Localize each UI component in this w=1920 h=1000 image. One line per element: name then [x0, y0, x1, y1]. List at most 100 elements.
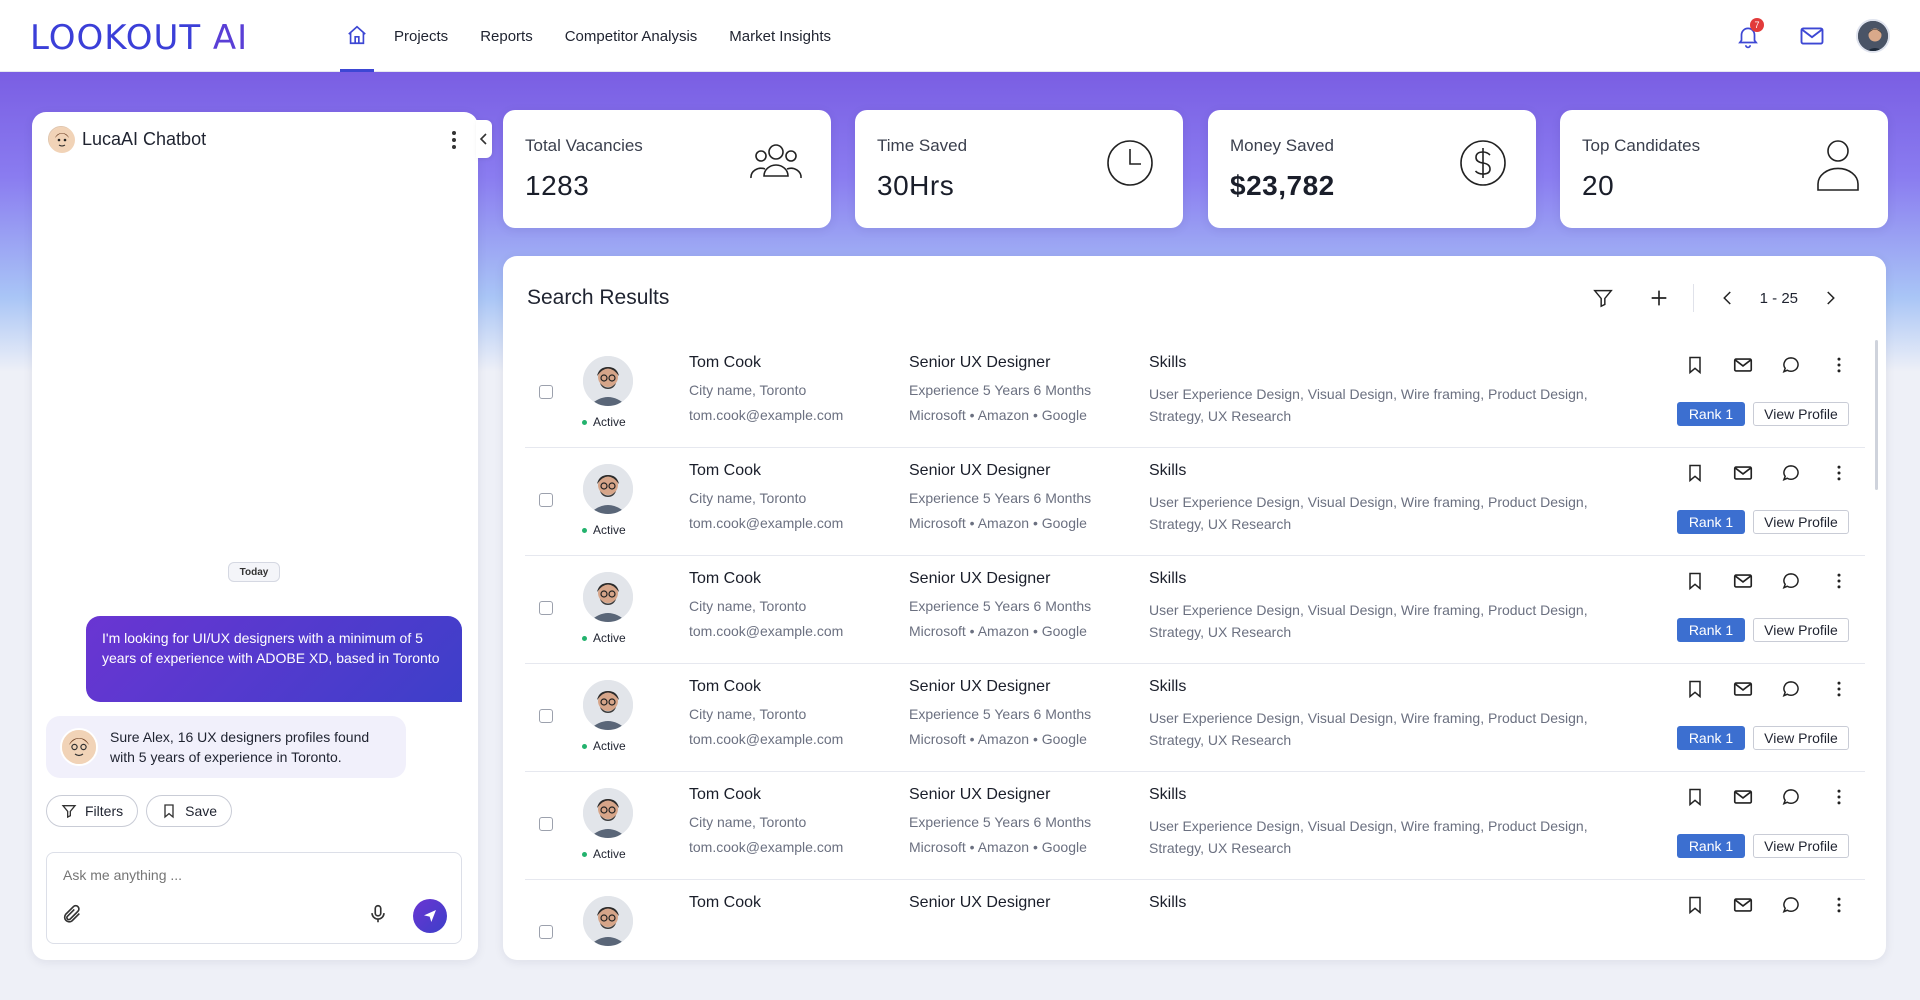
row-checkbox[interactable] — [539, 709, 553, 723]
candidate-email[interactable]: tom.cook@example.com — [689, 407, 844, 423]
results-scrollbar[interactable] — [1875, 340, 1878, 490]
bookmark-button[interactable] — [1675, 782, 1715, 812]
app-logo[interactable]: LOOKOUT AI — [30, 18, 249, 58]
more-options-button[interactable] — [1819, 566, 1859, 596]
save-chip[interactable]: Save — [146, 795, 233, 827]
messages-button[interactable] — [1792, 16, 1832, 56]
attach-button[interactable] — [61, 903, 83, 930]
view-profile-button[interactable]: View Profile — [1753, 510, 1849, 534]
nav-reports[interactable]: Reports — [480, 27, 533, 45]
candidate-email[interactable]: tom.cook@example.com — [689, 623, 844, 639]
nav-competitor-analysis[interactable]: Competitor Analysis — [564, 27, 698, 45]
chat-button[interactable] — [1771, 458, 1811, 488]
bookmark-button[interactable] — [1675, 458, 1715, 488]
bookmark-button[interactable] — [1675, 566, 1715, 596]
candidate-name[interactable]: Tom Cook — [689, 354, 762, 371]
candidate-name[interactable]: Tom Cook — [689, 786, 762, 803]
row-checkbox[interactable] — [539, 493, 553, 507]
chatbot-menu-button[interactable] — [444, 128, 464, 152]
mail-icon — [1733, 358, 1753, 372]
nav-home[interactable] — [340, 0, 374, 72]
send-button[interactable] — [413, 899, 447, 933]
email-button[interactable] — [1723, 782, 1763, 812]
candidate-row: Active Tom Cook City name, Toronto tom.c… — [525, 556, 1865, 664]
filter-icon — [61, 805, 77, 819]
bookmark-button[interactable] — [1675, 674, 1715, 704]
filter-button[interactable] — [1583, 278, 1623, 318]
chat-button[interactable] — [1771, 674, 1811, 704]
candidate-avatar[interactable] — [583, 788, 633, 838]
row-checkbox[interactable] — [539, 385, 553, 399]
view-profile-button[interactable]: View Profile — [1753, 618, 1849, 642]
email-button[interactable] — [1723, 674, 1763, 704]
skills-heading: Skills — [1149, 786, 1187, 803]
candidate-row: Active Tom Cook City name, Toronto tom.c… — [525, 448, 1865, 556]
row-checkbox[interactable] — [539, 601, 553, 615]
candidate-email[interactable]: tom.cook@example.com — [689, 515, 844, 531]
candidate-skills: User Experience Design, Visual Design, W… — [1149, 386, 1588, 424]
bookmark-button[interactable] — [1675, 350, 1715, 380]
candidate-name[interactable]: Tom Cook — [689, 894, 762, 911]
chat-bubble-icon — [1782, 681, 1799, 698]
notifications-button[interactable]: 7 — [1728, 16, 1768, 56]
more-options-button[interactable] — [1819, 782, 1859, 812]
status-label: Active — [593, 847, 626, 861]
chat-bubble-icon — [1782, 465, 1799, 482]
chat-button[interactable] — [1771, 782, 1811, 812]
email-button[interactable] — [1723, 566, 1763, 596]
more-options-button[interactable] — [1819, 890, 1859, 920]
row-actions — [1675, 566, 1859, 596]
row-actions — [1675, 674, 1859, 704]
add-button[interactable] — [1639, 278, 1679, 318]
view-profile-button[interactable]: View Profile — [1753, 402, 1849, 426]
candidate-role: Senior UX Designer — [909, 678, 1051, 695]
candidate-email[interactable]: tom.cook@example.com — [689, 839, 844, 855]
status-label: Active — [593, 631, 626, 645]
chat-button[interactable] — [1771, 566, 1811, 596]
chat-button[interactable] — [1771, 890, 1811, 920]
filters-chip[interactable]: Filters — [46, 795, 139, 827]
chat-button[interactable] — [1771, 350, 1811, 380]
view-profile-button[interactable]: View Profile — [1753, 834, 1849, 858]
user-message-bubble: I'm looking for UI/UX designers with a m… — [86, 616, 462, 702]
row-checkbox[interactable] — [539, 817, 553, 831]
candidate-status: Active — [582, 523, 626, 537]
nav-projects[interactable]: Projects — [394, 27, 449, 45]
candidate-avatar[interactable] — [583, 572, 633, 622]
candidate-avatar[interactable] — [583, 680, 633, 730]
user-avatar[interactable] — [1856, 19, 1890, 53]
candidate-companies: Microsoft • Amazon • Google — [909, 623, 1087, 639]
more-options-button[interactable] — [1819, 674, 1859, 704]
collapse-chat-button[interactable] — [476, 120, 492, 158]
row-checkbox[interactable] — [539, 925, 553, 939]
stat-label: Top Candidates — [1582, 136, 1701, 155]
email-button[interactable] — [1723, 350, 1763, 380]
candidate-avatar[interactable] — [583, 356, 633, 406]
notification-count-badge: 7 — [1750, 18, 1764, 32]
chat-input[interactable] — [63, 867, 443, 883]
search-results-title: Search Results — [527, 286, 670, 309]
rank-badge: Rank 1 — [1677, 834, 1745, 858]
people-group-icon — [749, 138, 803, 193]
previous-page-button[interactable] — [1708, 278, 1748, 318]
next-page-button[interactable] — [1810, 278, 1850, 318]
more-options-button[interactable] — [1819, 458, 1859, 488]
more-vertical-icon — [1837, 357, 1841, 373]
voice-input-button[interactable] — [367, 903, 389, 930]
candidate-name[interactable]: Tom Cook — [689, 678, 762, 695]
active-status-dot — [582, 743, 587, 749]
more-options-button[interactable] — [1819, 350, 1859, 380]
candidate-name[interactable]: Tom Cook — [689, 462, 762, 479]
candidate-avatar[interactable] — [583, 896, 633, 946]
nav-market-insights[interactable]: Market Insights — [729, 27, 831, 45]
email-button[interactable] — [1723, 890, 1763, 920]
candidate-name[interactable]: Tom Cook — [689, 570, 762, 587]
candidate-avatar[interactable] — [583, 464, 633, 514]
email-button[interactable] — [1723, 458, 1763, 488]
status-label: Active — [593, 739, 626, 753]
candidate-email[interactable]: tom.cook@example.com — [689, 731, 844, 747]
candidate-experience: Experience 5 Years 6 Months — [909, 382, 1092, 398]
view-profile-button[interactable]: View Profile — [1753, 726, 1849, 750]
bookmark-button[interactable] — [1675, 890, 1715, 920]
home-icon — [348, 25, 366, 44]
